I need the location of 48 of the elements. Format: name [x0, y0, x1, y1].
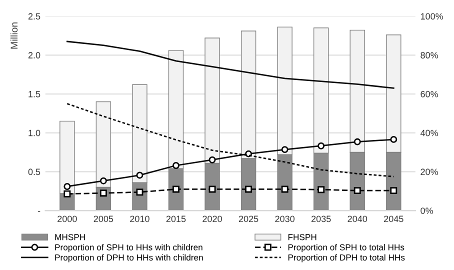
- point: [245, 186, 252, 193]
- y-tick-label: 1.5: [28, 91, 40, 98]
- y-tick-label: 1.0: [28, 130, 40, 136]
- point: [64, 190, 71, 198]
- point: [100, 177, 107, 184]
- point: [172, 186, 180, 193]
- y2-tick-label: 20%: [420, 168, 438, 176]
- point: [390, 136, 398, 143]
- point: [281, 146, 288, 154]
- y2-tick-label: 60%: [420, 90, 438, 98]
- legend-label: FHSPH: [288, 234, 316, 240]
- legend-label: Proportion of SPH to total HHs: [288, 244, 404, 252]
- y-tick-label: 0.5: [28, 168, 40, 176]
- x-tick-label: 2025: [238, 216, 258, 222]
- x-tick-label: 2005: [94, 216, 114, 222]
- x-tick-label: 2035: [312, 216, 331, 222]
- point: [318, 186, 325, 194]
- legend-label: Proportion of DPH to HHs with children: [55, 254, 203, 262]
- point: [136, 172, 144, 179]
- point: [100, 190, 107, 197]
- line-series: [66, 40, 394, 89]
- x-tick-label: 2015: [166, 216, 186, 222]
- point: [354, 187, 361, 194]
- legend-label: Proportion of SPH to HHs with children: [55, 244, 202, 252]
- point: [64, 183, 71, 190]
- x-tick-label: 2010: [130, 216, 150, 222]
- y-tick-label: -: [38, 211, 40, 212]
- y2-tick-label: 100%: [420, 13, 444, 20]
- legend-label: MHSPH: [55, 234, 85, 240]
- y-tick-label: 2.0: [28, 52, 40, 58]
- y2-tick-label: 80%: [420, 52, 438, 58]
- y2-tick-label: 0%: [420, 208, 433, 214]
- point: [208, 156, 216, 164]
- x-tick-label: 2045: [384, 216, 404, 222]
- x-tick-label: 2020: [202, 216, 222, 222]
- point: [318, 142, 325, 150]
- point: [172, 162, 180, 169]
- point: [281, 186, 288, 193]
- x-tick-label: 2030: [275, 216, 295, 222]
- y-axis-title: Million: [10, 22, 18, 49]
- y2-tick-label: 40%: [420, 130, 438, 136]
- x-tick-label: 2000: [58, 216, 77, 222]
- point: [208, 186, 216, 193]
- y-tick-label: 2.5: [28, 13, 40, 20]
- legend-label: Proportion of DPH to total HHs: [288, 254, 405, 262]
- point: [390, 187, 398, 194]
- x-tick-label: 2040: [348, 216, 368, 222]
- point: [354, 138, 361, 146]
